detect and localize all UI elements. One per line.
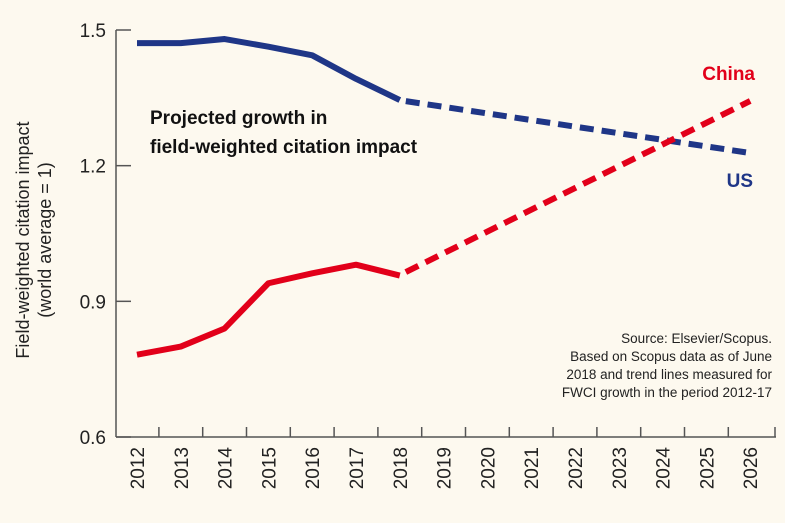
source-note-line-2: Based on Scopus data as of June (570, 349, 772, 364)
series-line-us-projected (405, 98, 751, 156)
y-tick-label: 0.6 (80, 428, 106, 449)
y-axis-label-line-1: Field-weighted citation impact (13, 121, 33, 358)
series-line-us-actual (137, 36, 402, 103)
x-tick-label: 2024 (654, 447, 675, 490)
source-note-line-1: Source: Elsevier/Scopus. (621, 331, 772, 346)
series-line-china-projected (404, 98, 752, 275)
axes: 0.6 0.9 1.2 1.5 2012 2013 2014 2015 2016 2017 2018… (80, 21, 776, 489)
source-note-line-4: FWCI growth in the period 2012-17 (562, 385, 772, 400)
x-tick-label: 2015 (259, 447, 280, 489)
y-tick-label: 1.2 (80, 157, 106, 178)
y-tick-label: 0.9 (80, 292, 106, 313)
y-axis-label-line-2: (world average = 1) (35, 162, 55, 318)
x-tick-label: 2019 (435, 447, 456, 489)
x-tick-label: 2020 (478, 447, 499, 489)
series-line-china-actual (136, 261, 401, 358)
series-label-us: US (727, 171, 753, 192)
x-tick-label: 2022 (566, 447, 587, 489)
x-tick-label: 2013 (172, 447, 193, 489)
x-tick-label: 2012 (128, 447, 149, 489)
chart-title-line-1: Projected growth in (150, 108, 327, 129)
y-tick-label: 1.5 (80, 21, 106, 42)
chart-title-line-2: field-weighted citation impact (150, 137, 418, 158)
source-note-line-3: 2018 and trend lines measured for (566, 367, 772, 382)
x-tick-label: 2026 (741, 447, 762, 489)
x-tick-label: 2023 (610, 447, 631, 489)
x-tick-label: 2018 (391, 447, 412, 489)
x-tick-label: 2016 (303, 447, 324, 489)
x-tick-label: 2017 (347, 447, 368, 489)
x-tick-label: 2014 (216, 447, 237, 490)
series-lines (136, 36, 752, 358)
x-tick-label: 2025 (697, 447, 718, 489)
series-label-china: China (702, 64, 755, 85)
x-tick-label: 2021 (522, 447, 543, 489)
